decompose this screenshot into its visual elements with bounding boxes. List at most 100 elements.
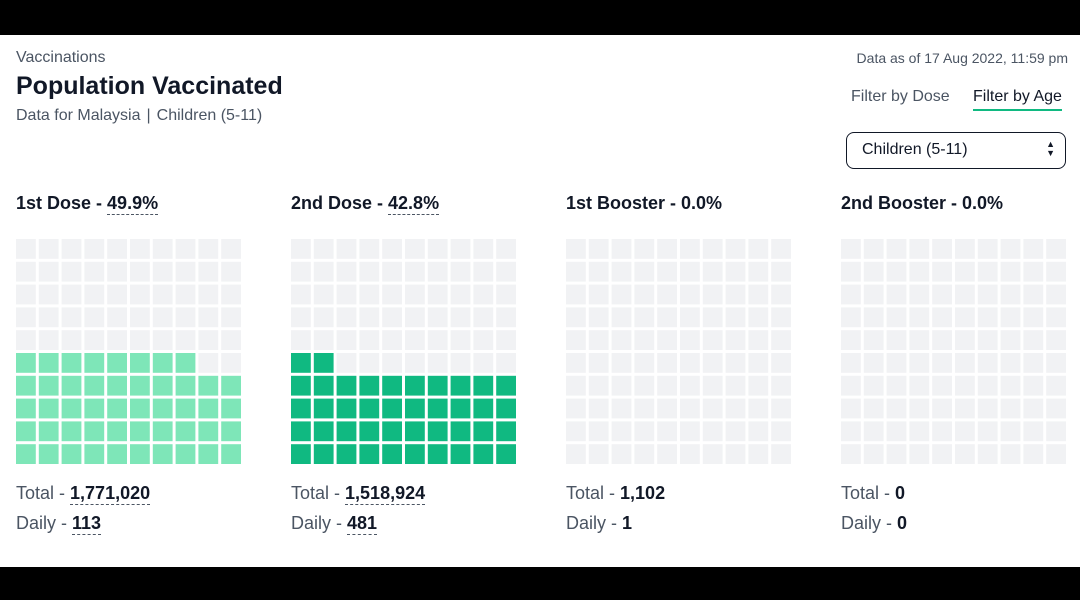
waffle-cell-empty [863, 375, 884, 396]
tab-filter-by-dose[interactable]: Filter by Dose [851, 88, 950, 105]
daily-value: 1 [622, 513, 633, 533]
waffle-cell-empty [1046, 239, 1066, 259]
total-stat: Total - 0 [841, 483, 905, 504]
waffle-cell-empty [588, 261, 609, 282]
waffle-cell-empty [221, 261, 241, 282]
waffle-cell-empty [313, 284, 334, 305]
age-group-select[interactable]: Children (5-11) ▲ ▼ [846, 132, 1066, 169]
tab-filter-by-age[interactable]: Filter by Age [973, 88, 1062, 111]
percent-value[interactable]: 49.9% [107, 193, 159, 215]
waffle-cell-empty [107, 330, 127, 350]
waffle-cell-empty [657, 375, 677, 396]
waffle-cell-empty [1023, 375, 1044, 396]
waffle-cell-filled [336, 398, 357, 419]
waffle-cell-empty [977, 284, 998, 305]
total-label: Total - [291, 483, 346, 503]
waffle-cell-empty [61, 239, 82, 259]
waffle-cell-empty [1000, 239, 1021, 259]
waffle-cell-empty [657, 330, 677, 350]
waffle-cell-empty [657, 284, 677, 305]
waffle-cell-empty [1000, 284, 1021, 305]
waffle-cell-filled [473, 444, 494, 464]
waffle-cell-empty [38, 284, 59, 305]
waffle-cell-empty [702, 330, 723, 350]
waffle-cell-empty [427, 330, 448, 350]
waffle-cell-empty [198, 330, 219, 350]
waffle-cell-empty [725, 375, 746, 396]
waffle-cell-filled [221, 444, 241, 464]
waffle-cell-empty [702, 284, 723, 305]
waffle-cell-empty [336, 353, 357, 373]
waffle-cell-empty [291, 261, 311, 282]
waffle-cell-empty [771, 353, 791, 373]
waffle-cell-empty [336, 261, 357, 282]
waffle-cell-empty [841, 239, 861, 259]
daily-label: Daily - [566, 513, 623, 533]
waffle-cell-filled [107, 353, 127, 373]
waffle-cell-filled [336, 375, 357, 396]
waffle-cell-empty [405, 261, 425, 282]
waffle-cell-empty [909, 261, 930, 282]
waffle-cell-empty [702, 444, 723, 464]
waffle-cell-empty [977, 307, 998, 328]
waffle-cell-empty [725, 421, 746, 442]
waffle-cell-empty [1000, 307, 1021, 328]
waffle-cell-empty [634, 421, 655, 442]
waffle-cell-empty [977, 444, 998, 464]
waffle-cell-filled [336, 444, 357, 464]
waffle-cell-empty [748, 353, 769, 373]
waffle-cell-empty [336, 330, 357, 350]
waffle-cell-filled [38, 375, 59, 396]
waffle-cell-filled [313, 353, 334, 373]
waffle-cell-empty [748, 444, 769, 464]
vaccination-panel: Vaccinations Population Vaccinated Data … [0, 35, 1080, 567]
waffle-cell-filled [175, 353, 196, 373]
waffle-cell-empty [771, 284, 791, 305]
daily-stat: Daily - 0 [841, 513, 907, 534]
waffle-cell-empty [932, 330, 952, 350]
card-2nd-dose: 2nd Dose - 42.8% Total - 1,518,924 Daily… [291, 193, 531, 553]
waffle-cell-empty [611, 444, 632, 464]
waffle-cell-empty [359, 284, 380, 305]
percent-value: 0.0% [681, 193, 723, 213]
waffle-cell-empty [886, 353, 907, 373]
total-stat: Total - 1,518,924 [291, 483, 426, 505]
waffle-cell-empty [473, 307, 494, 328]
waffle-cell-empty [955, 353, 975, 373]
waffle-cell-empty [198, 307, 219, 328]
waffle-cell-empty [16, 307, 36, 328]
total-value: 0 [895, 483, 906, 503]
card-title: 1st Booster [566, 193, 666, 213]
total-value[interactable]: 1,518,924 [345, 483, 426, 505]
waffle-cell-empty [702, 421, 723, 442]
waffle-cell-empty [748, 261, 769, 282]
waffle-cell-empty [702, 398, 723, 419]
waffle-cell-filled [61, 421, 82, 442]
daily-value[interactable]: 481 [347, 513, 378, 535]
waffle-cell-filled [175, 398, 196, 419]
waffle-cell-empty [841, 261, 861, 282]
waffle-cell-empty [932, 353, 952, 373]
waffle-cell-filled [107, 444, 127, 464]
waffle-cell-empty [657, 261, 677, 282]
waffle-cell-empty [909, 353, 930, 373]
waffle-cell-filled [61, 353, 82, 373]
heading-separator: - [946, 193, 963, 213]
waffle-cell-empty [841, 353, 861, 373]
total-value[interactable]: 1,771,020 [70, 483, 151, 505]
waffle-cell-empty [680, 375, 700, 396]
waffle-cell-empty [634, 353, 655, 373]
waffle-chart [841, 239, 1066, 464]
waffle-cell-filled [84, 398, 105, 419]
daily-stat: Daily - 113 [16, 513, 102, 535]
waffle-cell-empty [450, 284, 471, 305]
card-1st-booster: 1st Booster - 0.0% Total - 1,102 Daily -… [566, 193, 806, 553]
waffle-cell-empty [221, 330, 241, 350]
daily-value[interactable]: 113 [72, 513, 102, 535]
percent-value[interactable]: 42.8% [388, 193, 440, 215]
waffle-cell-empty [955, 421, 975, 442]
waffle-cell-empty [634, 375, 655, 396]
waffle-cell-empty [680, 284, 700, 305]
waffle-cell-empty [152, 284, 173, 305]
waffle-cell-empty [130, 330, 150, 350]
